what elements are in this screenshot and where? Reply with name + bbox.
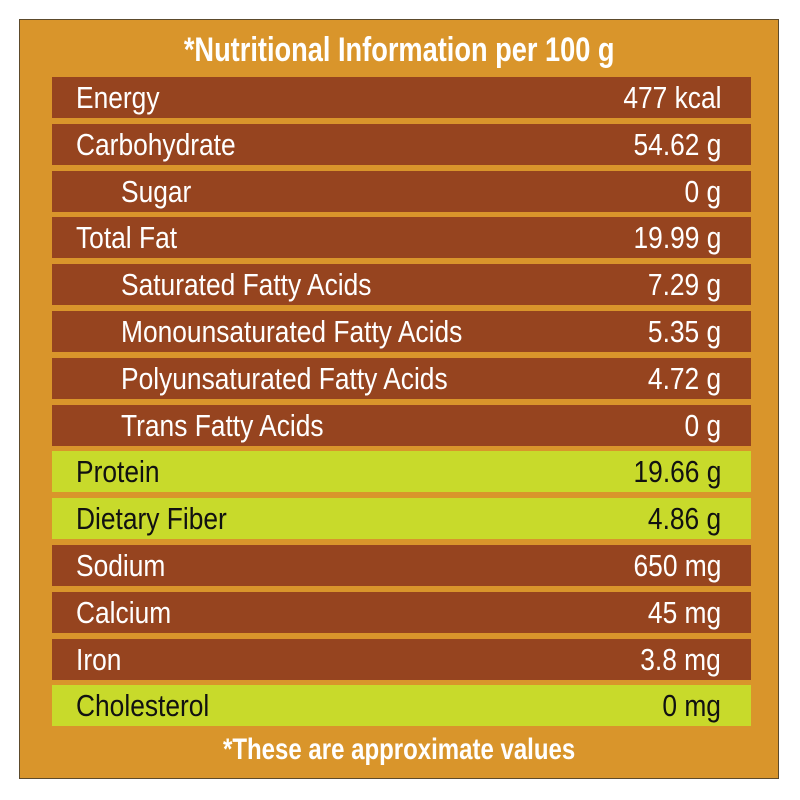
nutrient-label: Protein [76, 454, 160, 490]
nutrition-title: *Nutritional Information per 100 g [20, 30, 778, 70]
nutrient-label: Total Fat [76, 220, 178, 256]
nutrient-row: Iron 3.8 mg [52, 638, 751, 680]
nutrient-row: Trans Fatty Acids 0 g [52, 404, 751, 446]
nutrient-label: Sodium [76, 547, 166, 583]
nutrient-value: 0 mg [662, 688, 721, 724]
nutrient-value: 3.8 mg [640, 641, 721, 677]
nutrient-label: Dietary Fiber [76, 501, 227, 537]
nutrient-value: 7.29 g [647, 267, 721, 303]
nutrient-value: 5.35 g [647, 313, 721, 349]
nutrient-label: Saturated Fatty Acids [121, 267, 372, 303]
nutrient-value: 19.66 g [633, 454, 721, 490]
nutrient-row: Calcium 45 mg [52, 591, 751, 633]
nutrient-label: Calcium [76, 594, 172, 630]
nutrient-row: Sodium 650 mg [52, 544, 751, 586]
nutrient-label: Carbohydrate [76, 126, 236, 162]
nutrient-label: Iron [76, 641, 122, 677]
nutrient-value: 4.72 g [647, 360, 721, 396]
footnote: *These are approximate values [20, 732, 778, 768]
nutrient-label: Polyunsaturated Fatty Acids [121, 360, 448, 396]
nutrient-label: Trans Fatty Acids [121, 407, 324, 443]
nutrient-row: Sugar 0 g [52, 170, 751, 212]
nutrient-row: Energy 477 kcal [52, 77, 751, 118]
nutrient-value: 54.62 g [633, 126, 721, 162]
nutrient-row: Dietary Fiber 4.86 g [52, 498, 751, 540]
nutrient-row: Carbohydrate 54.62 g [52, 123, 751, 165]
title-text: *Nutritional Information per 100 g [183, 31, 615, 69]
nutrient-value: 650 mg [633, 547, 721, 583]
nutrition-panel: *Nutritional Information per 100 g Energ… [19, 19, 779, 779]
nutrient-value: 19.99 g [633, 220, 721, 256]
nutrient-row: Saturated Fatty Acids 7.29 g [52, 264, 751, 306]
footnote-text: *These are approximate values [222, 733, 576, 766]
nutrient-label: Energy [76, 80, 160, 115]
nutrient-label: Monounsaturated Fatty Acids [121, 313, 463, 349]
nutrient-value: 477 kcal [622, 80, 721, 115]
nutrient-value: 0 g [684, 407, 721, 443]
nutrient-value: 0 g [684, 173, 721, 209]
nutrient-row: Protein 19.66 g [52, 451, 751, 493]
nutrient-label: Sugar [121, 173, 192, 209]
nutrient-label: Cholesterol [76, 688, 210, 724]
nutrient-value: 45 mg [647, 594, 721, 630]
nutrient-row: Total Fat 19.99 g [52, 217, 751, 259]
nutrition-table: Energy 477 kcal Carbohydrate 54.62 g Sugar 0 … [52, 77, 751, 732]
nutrient-value: 4.86 g [647, 501, 721, 537]
nutrient-row: Polyunsaturated Fatty Acids 4.72 g [52, 357, 751, 399]
nutrient-row: Monounsaturated Fatty Acids 5.35 g [52, 310, 751, 352]
nutrient-row: Cholesterol 0 mg [52, 685, 751, 727]
